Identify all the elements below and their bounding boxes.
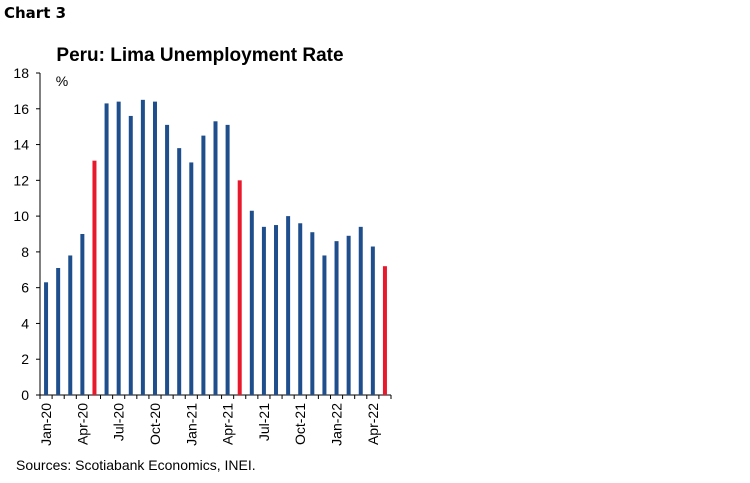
bar-jan-21 <box>189 162 194 395</box>
x-axis: Jan-20 Apr-20 Jul-20 Oct-20 Jan-21 Apr-21 Jul-… <box>38 394 392 446</box>
bar-mar-20 <box>68 255 73 395</box>
bar-nov-21 <box>310 232 315 395</box>
bar-feb-22 <box>346 235 351 395</box>
bar-nov-20 <box>165 124 170 395</box>
bar-jul-21 <box>261 226 266 395</box>
bar-jan-20 <box>44 282 49 395</box>
y-tick-label: 14 <box>13 137 29 153</box>
bar-feb-21 <box>201 135 206 395</box>
bar-mar-22 <box>358 226 363 395</box>
x-tick-label: Jan-21 <box>183 403 199 446</box>
chart-label: Chart 3 <box>4 4 67 22</box>
y-tick-label: 16 <box>13 101 29 117</box>
bar-jun-21 <box>249 210 254 395</box>
bar-apr-21 <box>225 124 230 395</box>
bar-sep-21 <box>286 216 291 395</box>
bar-oct-20 <box>152 101 157 395</box>
x-tick-label: Jul-20 <box>111 403 127 441</box>
y-tick-label: 8 <box>21 244 29 260</box>
y-axis: 0 2 4 6 8 10 12 14 16 18 <box>13 65 41 403</box>
bar-may-21 <box>237 180 242 395</box>
x-tick-label: Oct-20 <box>147 403 163 445</box>
y-tick-label: 10 <box>13 208 29 224</box>
y-tick-label: 6 <box>21 280 29 296</box>
bar-feb-20 <box>56 267 61 395</box>
bar-aug-20 <box>128 115 133 395</box>
bar-aug-21 <box>274 225 279 395</box>
bar-jun-20 <box>104 103 109 396</box>
y-tick-label: 18 <box>13 65 29 81</box>
x-tick-label: Oct-21 <box>292 403 308 445</box>
x-tick-label: Apr-20 <box>74 403 90 445</box>
bar-dec-20 <box>177 148 182 395</box>
y-tick-label: 2 <box>21 351 29 367</box>
bar-mar-21 <box>213 121 218 396</box>
bar-oct-21 <box>298 223 303 395</box>
bar-may-22 <box>382 266 387 395</box>
x-tick-label: Jul-21 <box>256 403 272 441</box>
x-tick-label: Jan-22 <box>329 403 345 446</box>
y-tick-label: 4 <box>21 315 29 331</box>
bar-sep-20 <box>140 99 145 395</box>
bar-apr-20 <box>80 234 85 395</box>
bar-jan-22 <box>334 241 339 395</box>
bar-may-20 <box>92 160 97 395</box>
y-tick-label: 12 <box>13 172 29 188</box>
y-tick-label: 0 <box>21 387 29 403</box>
unit-label: % <box>56 73 68 89</box>
bar-dec-21 <box>322 255 327 395</box>
source-note: Sources: Scotiabank Economics, INEI. <box>16 457 256 473</box>
bar-jul-20 <box>116 101 121 395</box>
chart-title: Peru: Lima Unemployment Rate <box>56 45 343 66</box>
bar-apr-22 <box>370 246 375 395</box>
x-tick-label: Apr-21 <box>220 403 236 445</box>
bars-group <box>44 99 387 396</box>
x-tick-label: Apr-22 <box>365 403 381 445</box>
x-tick-label: Jan-20 <box>38 403 54 446</box>
